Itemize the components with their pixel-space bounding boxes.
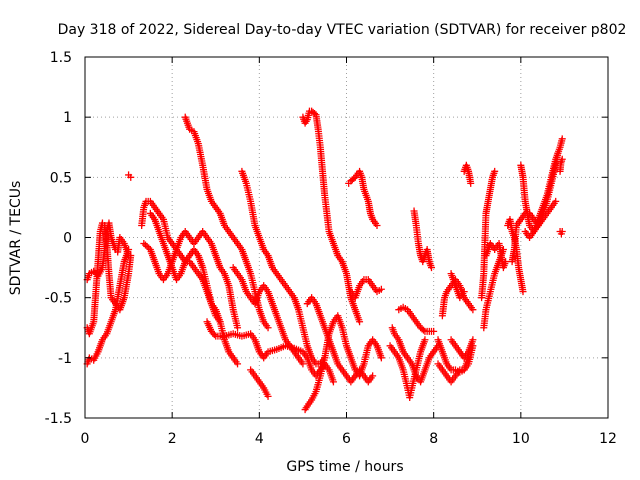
grid-lines (85, 57, 608, 418)
data-point (356, 318, 364, 326)
series-arc-p (345, 167, 381, 229)
chart-title: Day 318 of 2022, Sidereal Day-to-day VTE… (58, 22, 627, 38)
data-point (419, 326, 427, 334)
data-point (421, 336, 429, 344)
data-point (145, 244, 153, 252)
data-point (558, 135, 566, 143)
data-point (552, 197, 560, 205)
series-arc-k (229, 264, 307, 368)
data-point (502, 258, 510, 266)
series-arc-m (299, 107, 364, 326)
series-arc-b (83, 219, 135, 338)
series-arc-d (125, 171, 135, 181)
x-axis-label: GPS time / hours (286, 459, 403, 475)
series-arc-s (388, 324, 442, 386)
data-point (210, 331, 218, 339)
data-point (127, 173, 135, 181)
data-point (125, 246, 133, 254)
data-point (377, 285, 385, 293)
y-axis-label: SDTVAR / TECUs (8, 181, 24, 296)
series-arc-q (347, 276, 385, 302)
data-point (427, 264, 435, 272)
axis-ticks (84, 56, 609, 419)
data-point (377, 354, 385, 362)
data-point (299, 360, 307, 368)
data-point (234, 324, 242, 332)
data-point (373, 221, 381, 229)
data-point (329, 378, 337, 386)
series-arc-ab (478, 167, 499, 302)
y-tick-label: -1.5 (45, 411, 72, 427)
data-point (460, 288, 468, 296)
data-point (234, 360, 242, 368)
data-point (469, 336, 477, 344)
series-arc-h (181, 113, 272, 332)
data-point (264, 392, 272, 400)
series-arc-g (146, 209, 242, 368)
x-tick-label: 8 (429, 431, 438, 447)
data-point (467, 179, 475, 187)
series-arc-ah (521, 135, 566, 241)
series-arc-u (410, 207, 435, 272)
data-point (369, 372, 377, 380)
series-arc-aj (556, 227, 566, 238)
x-tick-label: 2 (168, 431, 177, 447)
data-point (499, 246, 507, 254)
series-arc-z (447, 270, 468, 302)
y-tick-label: 1.5 (50, 50, 72, 66)
data-point (469, 306, 477, 314)
series-arc-l (247, 366, 272, 400)
y-tick-labels: -1.5 -1 -0.5 0 0.5 1 1.5 (45, 50, 72, 427)
series-arc-c (83, 246, 133, 368)
series-arc-j (238, 167, 329, 368)
y-tick-label: 0.5 (50, 170, 72, 186)
data-point (264, 324, 272, 332)
data-point (143, 243, 151, 251)
data-point (141, 241, 149, 249)
x-tick-label: 10 (512, 431, 530, 447)
series-arc-o (303, 294, 377, 386)
x-tick-label: 12 (599, 431, 617, 447)
y-tick-label: -0.5 (45, 291, 72, 307)
series-arc-ad (480, 246, 507, 332)
series-arc-t (395, 303, 438, 335)
x-tick-label: 0 (81, 431, 90, 447)
data-point (558, 227, 566, 235)
data-point (491, 167, 499, 175)
x-tick-label: 4 (255, 431, 264, 447)
data-marks (83, 107, 566, 414)
series-arc-y (447, 336, 477, 362)
data-point (430, 327, 438, 335)
x-tick-labels: 0 2 4 6 8 10 12 (81, 431, 617, 447)
data-point (519, 288, 527, 296)
series-arc-aa (460, 161, 475, 187)
series-arc-ai (556, 155, 566, 175)
x-tick-label: 6 (342, 431, 351, 447)
data-point (140, 240, 148, 248)
y-tick-label: 1 (63, 110, 72, 126)
y-tick-label: -1 (58, 351, 72, 367)
data-point (558, 155, 566, 163)
y-tick-label: 0 (63, 231, 72, 247)
